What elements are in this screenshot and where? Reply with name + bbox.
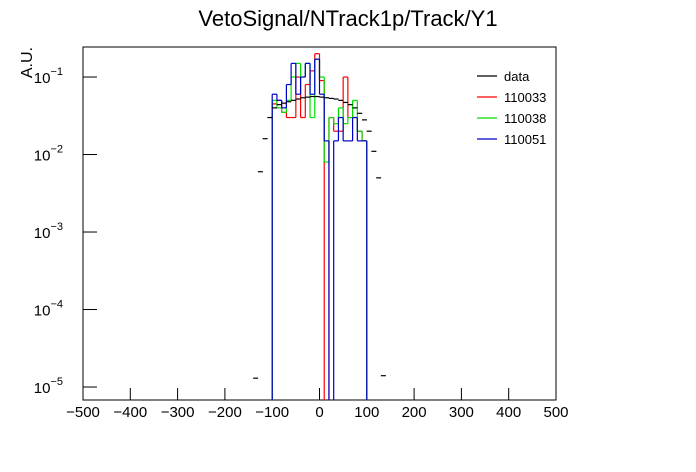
x-tick-label: −200 xyxy=(208,404,242,421)
y-tick-label: 10−4 xyxy=(34,299,63,320)
x-tick-label: 400 xyxy=(496,404,521,421)
legend-label: data xyxy=(504,69,530,84)
y-tick-base: 10 xyxy=(34,225,51,242)
y-tick-exponent: −3 xyxy=(50,221,63,233)
x-tick-label: −500 xyxy=(66,404,100,421)
legend-label: 110051 xyxy=(504,132,546,147)
y-tick-exponent: −2 xyxy=(50,144,63,156)
x-tick-label: 200 xyxy=(402,404,427,421)
y-tick-base: 10 xyxy=(34,380,51,397)
legend-label: 110038 xyxy=(504,111,546,126)
y-tick-exponent: −4 xyxy=(50,299,63,311)
legend-label: 110033 xyxy=(504,90,546,105)
y-tick-exponent: −1 xyxy=(50,66,63,78)
x-tick-label: 100 xyxy=(354,404,379,421)
y-axis-label: A.U. xyxy=(19,47,36,78)
y-tick-exponent: −5 xyxy=(50,376,63,388)
x-tick-label: 500 xyxy=(543,404,568,421)
y-tick-label: 10−5 xyxy=(34,376,63,397)
y-tick-base: 10 xyxy=(34,303,51,320)
x-tick-label: −100 xyxy=(255,404,289,421)
y-tick-base: 10 xyxy=(34,70,51,87)
y-tick-label: 10−3 xyxy=(34,221,63,242)
y-tick-base: 10 xyxy=(34,148,51,165)
x-tick-label: 0 xyxy=(315,404,323,421)
x-tick-label: 300 xyxy=(449,404,474,421)
y-tick-label: 10−1 xyxy=(34,66,63,87)
x-tick-label: −300 xyxy=(161,404,195,421)
y-tick-label: 10−2 xyxy=(34,144,63,165)
chart-title: VetoSignal/NTrack1p/Track/Y1 xyxy=(198,6,497,31)
x-tick-label: −400 xyxy=(113,404,147,421)
